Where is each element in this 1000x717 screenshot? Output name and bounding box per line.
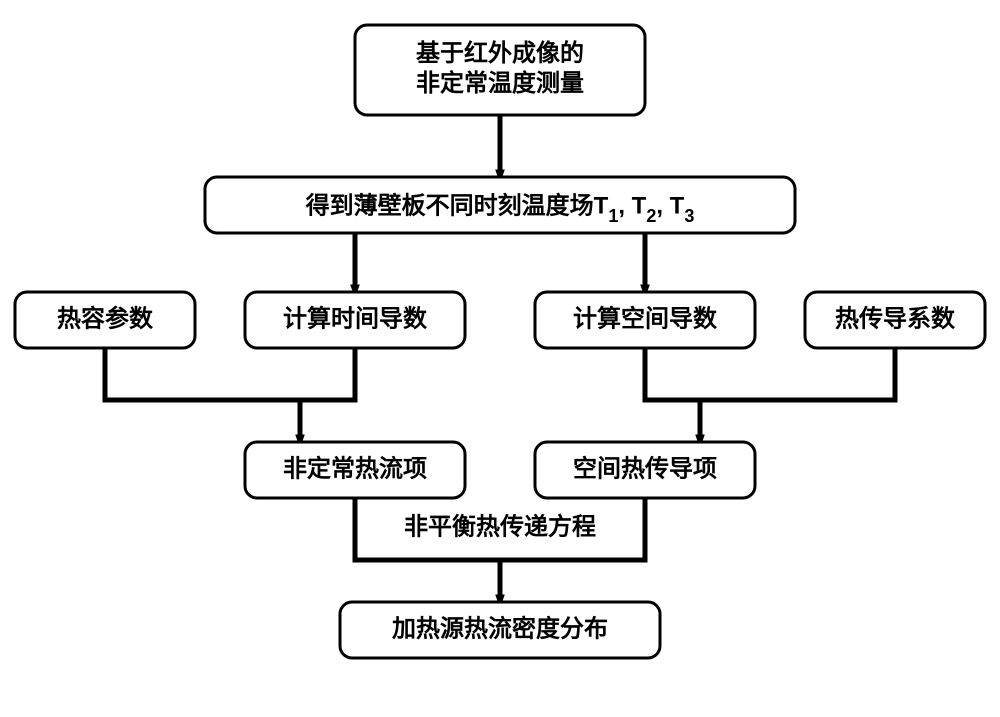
node-n4-label: 计算时间导数 — [283, 304, 428, 332]
labels-layer: 非平衡热传递方程 — [404, 512, 596, 540]
node-n9: 加热源热流密度分布 — [340, 602, 660, 658]
edge-n6-n8 — [700, 348, 895, 442]
node-n3: 热容参数 — [15, 292, 195, 348]
node-n6-label: 热传导系数 — [835, 305, 956, 332]
node-n8-label: 空间热传导项 — [573, 454, 717, 482]
node-n8: 空间热传导项 — [535, 442, 755, 498]
node-n3-label: 热容参数 — [57, 304, 154, 332]
node-n7: 非定常热流项 — [245, 442, 465, 498]
node-n9-label: 加热源热流密度分布 — [392, 614, 608, 642]
floating-label-f1: 非平衡热传递方程 — [404, 512, 596, 540]
node-n2: 得到薄壁板不同时刻温度场T1, T2, T3 — [205, 177, 795, 233]
edge-n5-n8 — [645, 348, 700, 442]
node-n7-label: 非定常热流项 — [283, 454, 427, 482]
edge-n3-n7 — [105, 348, 300, 442]
node-n4: 计算时间导数 — [245, 292, 465, 348]
edge-n4-n7 — [300, 348, 355, 442]
node-n5-label: 计算空间导数 — [573, 304, 718, 332]
node-n1: 基于红外成像的非定常温度测量 — [355, 25, 645, 115]
node-n6: 热传导系数 — [805, 292, 985, 348]
node-n5: 计算空间导数 — [535, 292, 755, 348]
